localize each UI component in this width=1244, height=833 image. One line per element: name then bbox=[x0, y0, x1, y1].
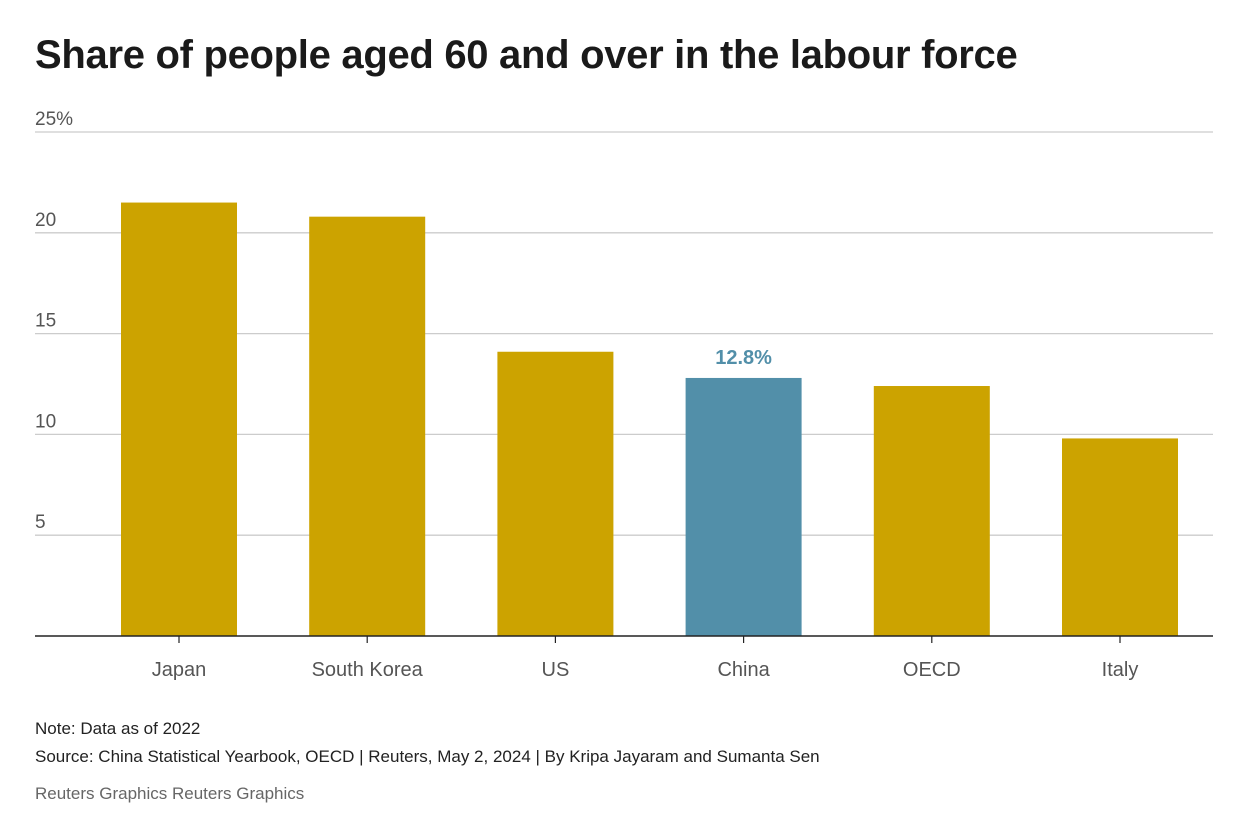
bar-japan bbox=[121, 202, 237, 636]
y-tick-label-15: 15 bbox=[35, 311, 56, 332]
x-axis-categories: Japan South Korea US China OECD Italy bbox=[152, 659, 1139, 681]
chart-source: Source: China Statistical Yearbook, OECD… bbox=[35, 747, 820, 766]
category-label-south-korea: South Korea bbox=[312, 659, 424, 681]
bar-south-korea bbox=[309, 216, 426, 636]
chart-note: Note: Data as of 2022 bbox=[35, 719, 201, 738]
y-tick-label-5: 5 bbox=[35, 512, 46, 533]
bar-italy bbox=[1062, 438, 1178, 636]
annotations: 12.8% bbox=[715, 347, 772, 369]
bar-china bbox=[685, 377, 802, 636]
y-tick-label-25: 25% bbox=[35, 109, 73, 130]
y-tick-label-20: 20 bbox=[35, 210, 56, 231]
category-label-japan: Japan bbox=[152, 659, 207, 681]
category-label-italy: Italy bbox=[1102, 659, 1139, 681]
bar-oecd bbox=[873, 386, 990, 636]
chart-credit: Reuters Graphics Reuters Graphics bbox=[35, 784, 305, 803]
bar-chart: 5 10 15 20 25% 12.8% Japan South Korea US China… bbox=[35, 109, 1213, 681]
category-label-oecd: OECD bbox=[903, 659, 961, 681]
x-axis bbox=[35, 635, 1213, 643]
y-axis-ticks: 5 10 15 20 25% bbox=[35, 109, 73, 533]
chart-title: Share of people aged 60 and over in the … bbox=[35, 33, 1018, 77]
y-tick-label-10: 10 bbox=[35, 411, 56, 432]
bar-us bbox=[497, 351, 614, 636]
category-label-us: US bbox=[542, 659, 570, 681]
category-label-china: China bbox=[717, 659, 770, 681]
data-label-china: 12.8% bbox=[715, 347, 772, 369]
bars bbox=[121, 202, 1178, 636]
